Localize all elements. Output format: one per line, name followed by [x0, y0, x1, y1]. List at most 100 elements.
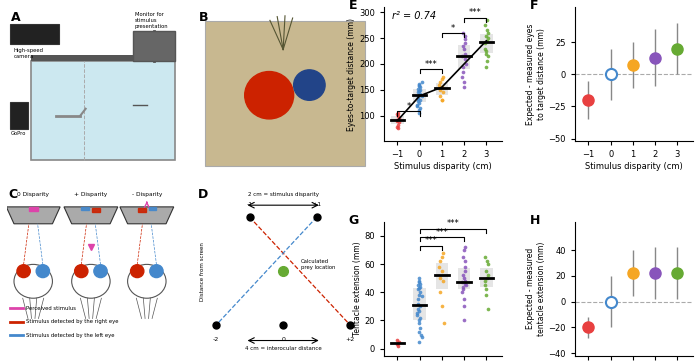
Point	[481, 17, 492, 23]
Point	[480, 46, 491, 52]
Point	[414, 107, 425, 113]
Bar	[32, 54, 175, 61]
Point	[481, 268, 492, 274]
Point	[459, 244, 470, 250]
Y-axis label: Eyes-to-target distance (mm): Eyes-to-target distance (mm)	[347, 18, 356, 131]
FancyBboxPatch shape	[391, 342, 404, 344]
FancyBboxPatch shape	[414, 288, 426, 320]
Text: 2 cm = stimulus disparity: 2 cm = stimulus disparity	[248, 192, 318, 197]
Point	[480, 278, 491, 284]
Point	[459, 40, 470, 46]
Point	[414, 84, 426, 90]
Point	[482, 275, 493, 281]
Point	[438, 278, 449, 284]
Text: *: *	[406, 102, 411, 111]
Point	[459, 51, 470, 57]
Point	[413, 308, 424, 314]
Point	[412, 86, 423, 91]
Point	[480, 64, 491, 69]
Text: B: B	[199, 11, 209, 24]
Point	[413, 301, 424, 306]
Point	[481, 58, 492, 64]
Point	[482, 53, 493, 59]
Bar	[29, 207, 38, 211]
FancyBboxPatch shape	[391, 116, 404, 124]
Point	[458, 79, 469, 85]
Point	[482, 35, 493, 41]
Point	[459, 56, 470, 62]
Text: High-speed
camera: High-speed camera	[14, 48, 44, 59]
Point	[482, 261, 493, 267]
FancyBboxPatch shape	[435, 262, 448, 289]
Point	[460, 36, 471, 42]
Point	[480, 51, 491, 57]
Polygon shape	[6, 207, 60, 224]
Point	[394, 115, 405, 121]
Point	[456, 280, 468, 285]
Point	[433, 82, 444, 87]
Point	[435, 258, 446, 264]
Point	[414, 281, 426, 287]
Text: Distance from screen: Distance from screen	[200, 242, 205, 301]
Point	[482, 30, 493, 36]
Point	[458, 284, 469, 290]
Point	[437, 77, 448, 82]
Text: + Disparity: + Disparity	[74, 192, 108, 197]
Point	[414, 318, 425, 323]
Bar	[133, 31, 175, 61]
Point	[391, 118, 402, 123]
Point	[438, 74, 449, 80]
Point	[412, 95, 423, 101]
Point	[437, 254, 448, 260]
Point	[414, 284, 426, 290]
Circle shape	[150, 265, 163, 278]
Point	[391, 117, 402, 123]
Point	[393, 343, 404, 349]
Point	[460, 258, 471, 264]
Point	[435, 289, 446, 295]
Point	[482, 272, 493, 278]
Point	[416, 334, 427, 340]
Point	[413, 83, 424, 89]
Text: r² = 0.74: r² = 0.74	[392, 11, 436, 21]
Point	[480, 254, 491, 260]
Point	[415, 332, 426, 338]
Point	[393, 113, 404, 118]
Point	[438, 89, 449, 95]
Text: GoPro: GoPro	[10, 131, 26, 136]
Point	[413, 88, 424, 94]
Point	[438, 250, 449, 256]
Point	[458, 275, 469, 281]
Point	[414, 105, 426, 111]
Circle shape	[245, 72, 293, 119]
Text: *: *	[451, 24, 455, 33]
Point	[416, 79, 428, 85]
Point	[435, 87, 446, 93]
Point	[437, 268, 448, 274]
Bar	[138, 208, 146, 212]
Point	[412, 282, 423, 288]
Point	[414, 315, 426, 321]
Y-axis label: Expected - measured
tentacle extension (mm): Expected - measured tentacle extension (…	[526, 241, 546, 336]
Bar	[10, 102, 28, 129]
X-axis label: Stimulus disparity (cm): Stimulus disparity (cm)	[394, 162, 492, 171]
Point	[393, 122, 404, 128]
Text: ***: ***	[424, 60, 437, 69]
Text: ***: ***	[435, 228, 448, 237]
Point	[458, 64, 469, 69]
FancyBboxPatch shape	[435, 83, 448, 95]
Point	[413, 96, 424, 102]
Point	[433, 264, 444, 270]
Point	[460, 282, 471, 288]
Point	[412, 310, 423, 316]
Circle shape	[17, 265, 30, 278]
Point	[393, 340, 404, 346]
Point	[391, 124, 402, 130]
Text: ***: ***	[447, 219, 459, 228]
Point	[458, 318, 470, 323]
Bar	[81, 207, 89, 210]
Point	[412, 297, 423, 302]
FancyBboxPatch shape	[458, 268, 470, 289]
Y-axis label: Tentacle extension (mm): Tentacle extension (mm)	[353, 241, 362, 336]
Ellipse shape	[71, 264, 110, 298]
